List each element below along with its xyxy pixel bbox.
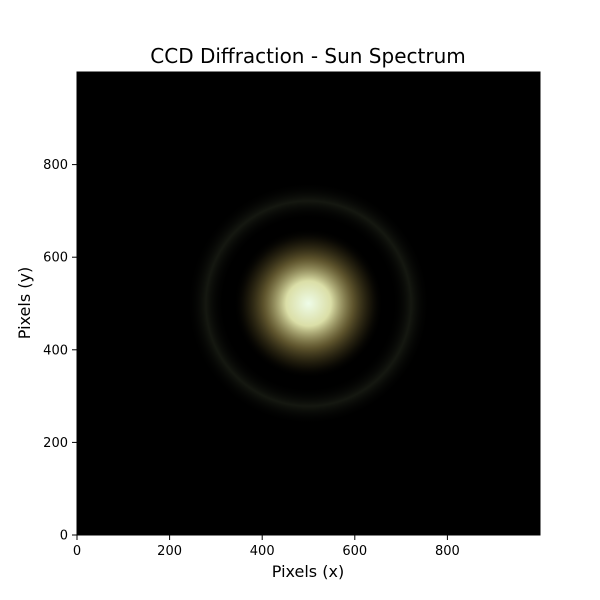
x-tick-label: 200 (157, 544, 182, 559)
x-axis-label: Pixels (x) (272, 562, 344, 581)
diffraction-core (233, 228, 384, 379)
y-tick-label: 0 (60, 529, 68, 544)
y-axis-label: Pixels (y) (15, 267, 34, 339)
y-axis-ticks: 0 200 400 600 800 (43, 158, 77, 544)
chart-title: CCD Diffraction - Sun Spectrum (150, 44, 465, 68)
y-tick-label: 400 (43, 343, 68, 358)
y-tick-label: 800 (43, 158, 68, 173)
x-axis-ticks: 0 200 400 600 800 (73, 535, 460, 559)
x-tick-label: 0 (73, 544, 81, 559)
axes-frame (76, 71, 541, 536)
x-tick-label: 600 (342, 544, 367, 559)
x-tick-label: 400 (250, 544, 275, 559)
x-tick-label: 800 (435, 544, 460, 559)
plot-area (77, 72, 540, 535)
y-tick-label: 200 (43, 436, 68, 451)
y-tick-label: 600 (43, 251, 68, 266)
